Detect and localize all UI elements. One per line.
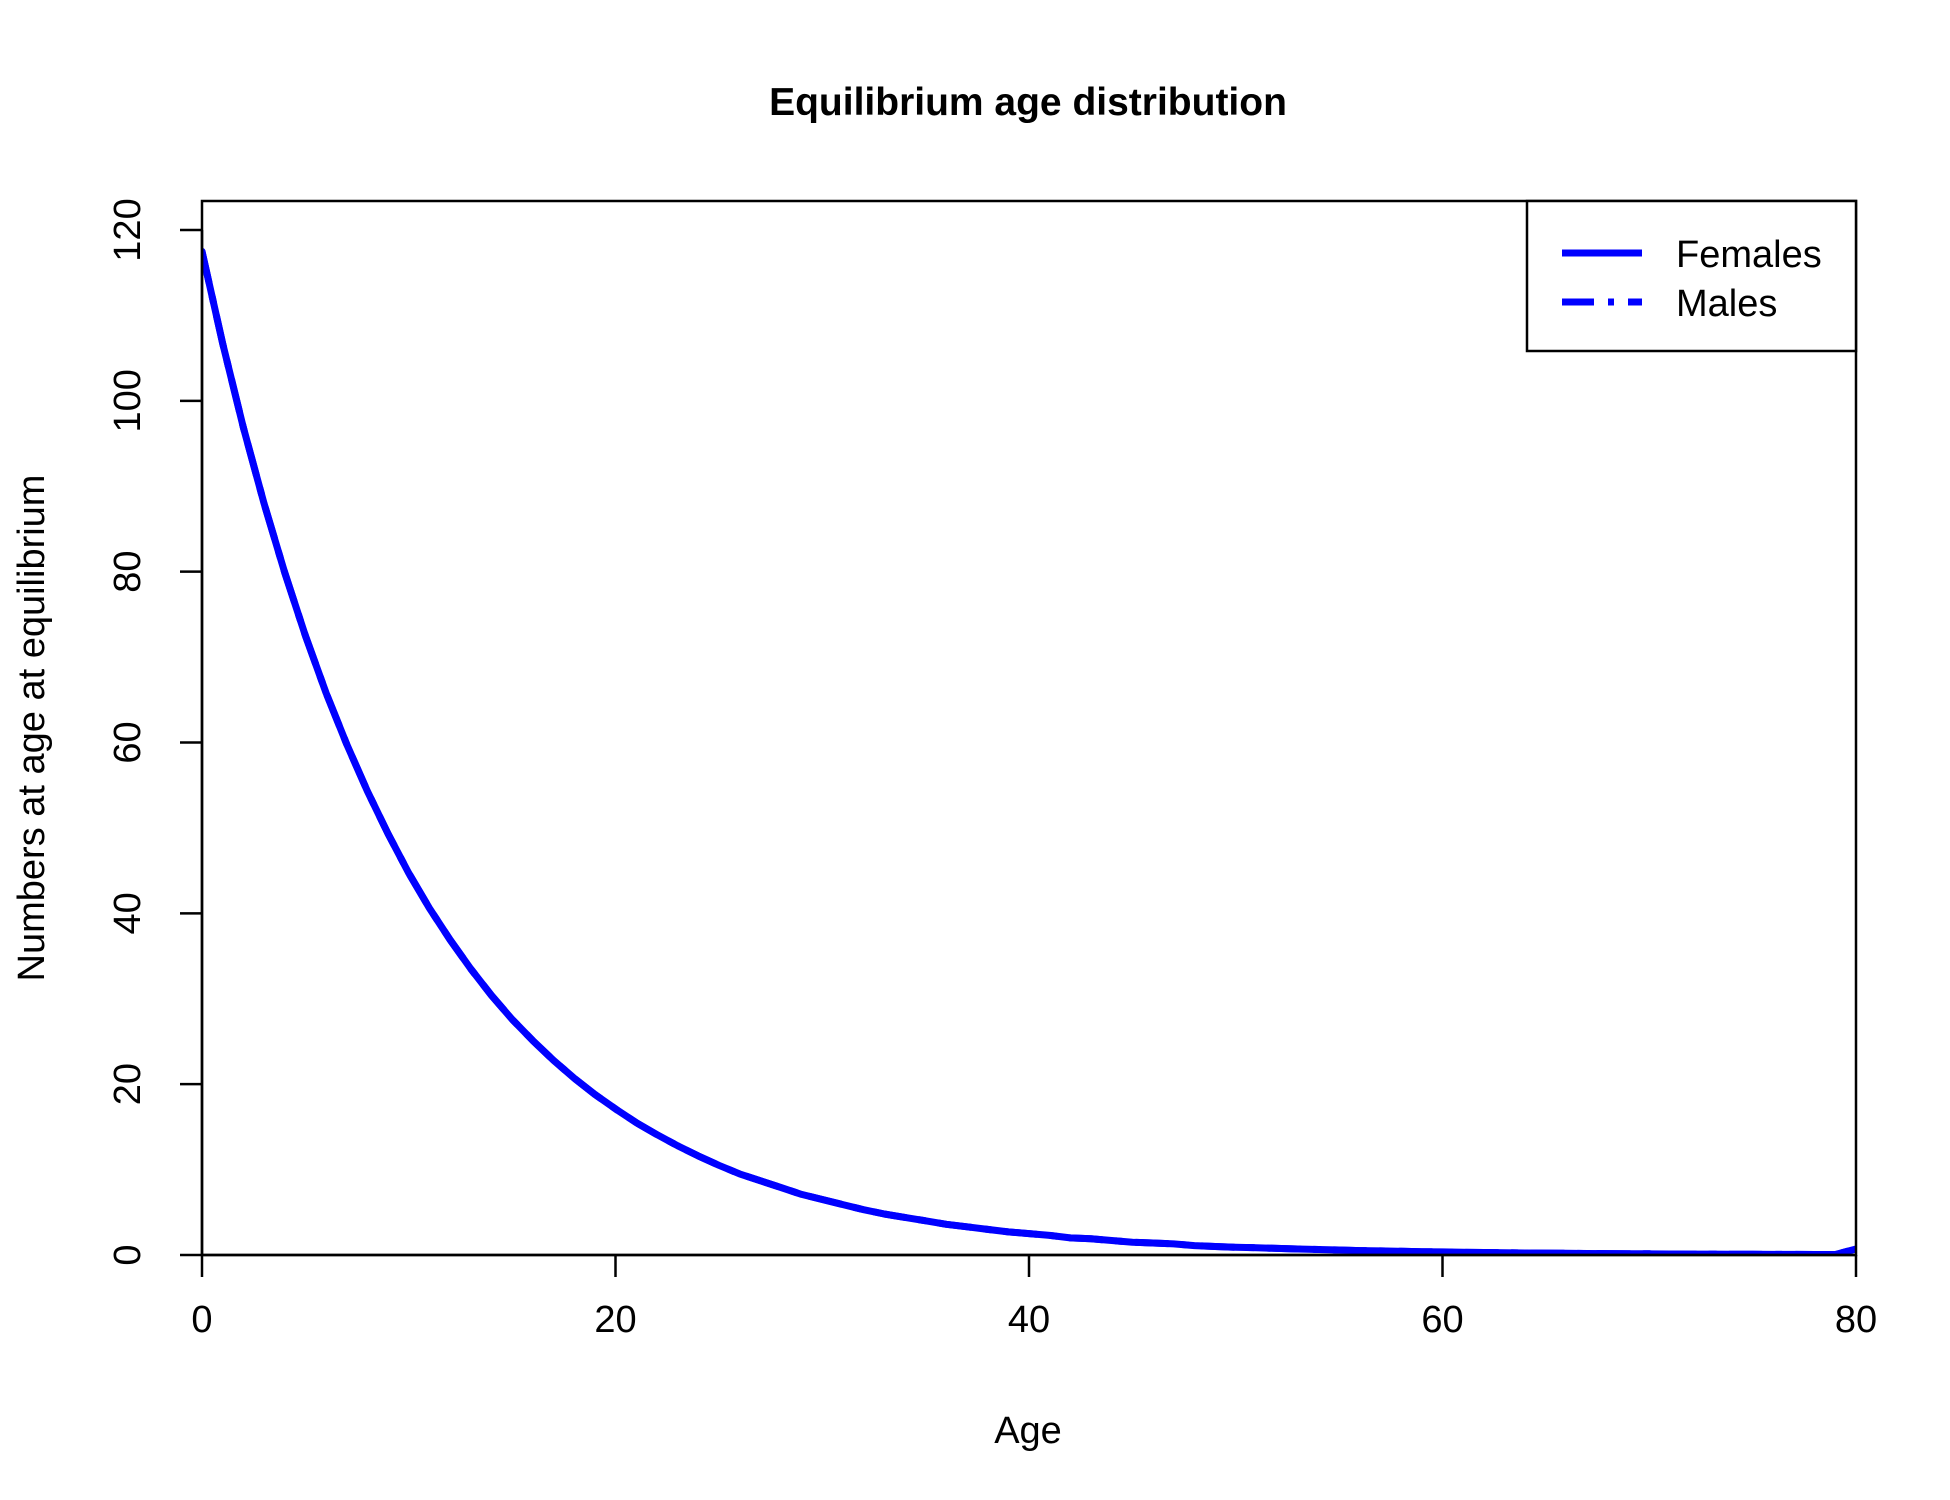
- y-tick-label: 100: [107, 369, 149, 432]
- legend-label-females: Females: [1676, 234, 1822, 276]
- legend-label-males: Males: [1676, 283, 1777, 325]
- x-tick-label: 80: [1835, 1299, 1877, 1341]
- legend: Females Males: [1525, 199, 1858, 353]
- x-tick-label: 20: [594, 1299, 636, 1341]
- x-axis: 0 20 40 60 80: [191, 1253, 1877, 1341]
- x-tick-label: 0: [191, 1299, 212, 1341]
- series-line-females: [202, 247, 1856, 1255]
- y-tick-label: 80: [107, 551, 149, 593]
- y-axis-label: Numbers at age at equilibrium: [11, 475, 53, 982]
- series-line-males: [202, 247, 1856, 1255]
- legend-box: [1525, 199, 1858, 353]
- y-axis: 0 20 40 60 80 100 120: [107, 198, 204, 1266]
- y-tick-label: 20: [107, 1063, 149, 1105]
- y-tick-label: 120: [107, 198, 149, 261]
- x-tick-label: 40: [1008, 1299, 1050, 1341]
- series-layer: [202, 247, 1856, 1255]
- y-tick-label: 40: [107, 892, 149, 934]
- plot-area-frame: [200, 199, 1858, 1257]
- x-tick-label: 60: [1421, 1299, 1463, 1341]
- y-tick-label: 0: [107, 1244, 149, 1265]
- chart-title: Equilibrium age distribution: [769, 81, 1287, 124]
- y-tick-label: 60: [107, 721, 149, 763]
- x-axis-label: Age: [994, 1410, 1062, 1452]
